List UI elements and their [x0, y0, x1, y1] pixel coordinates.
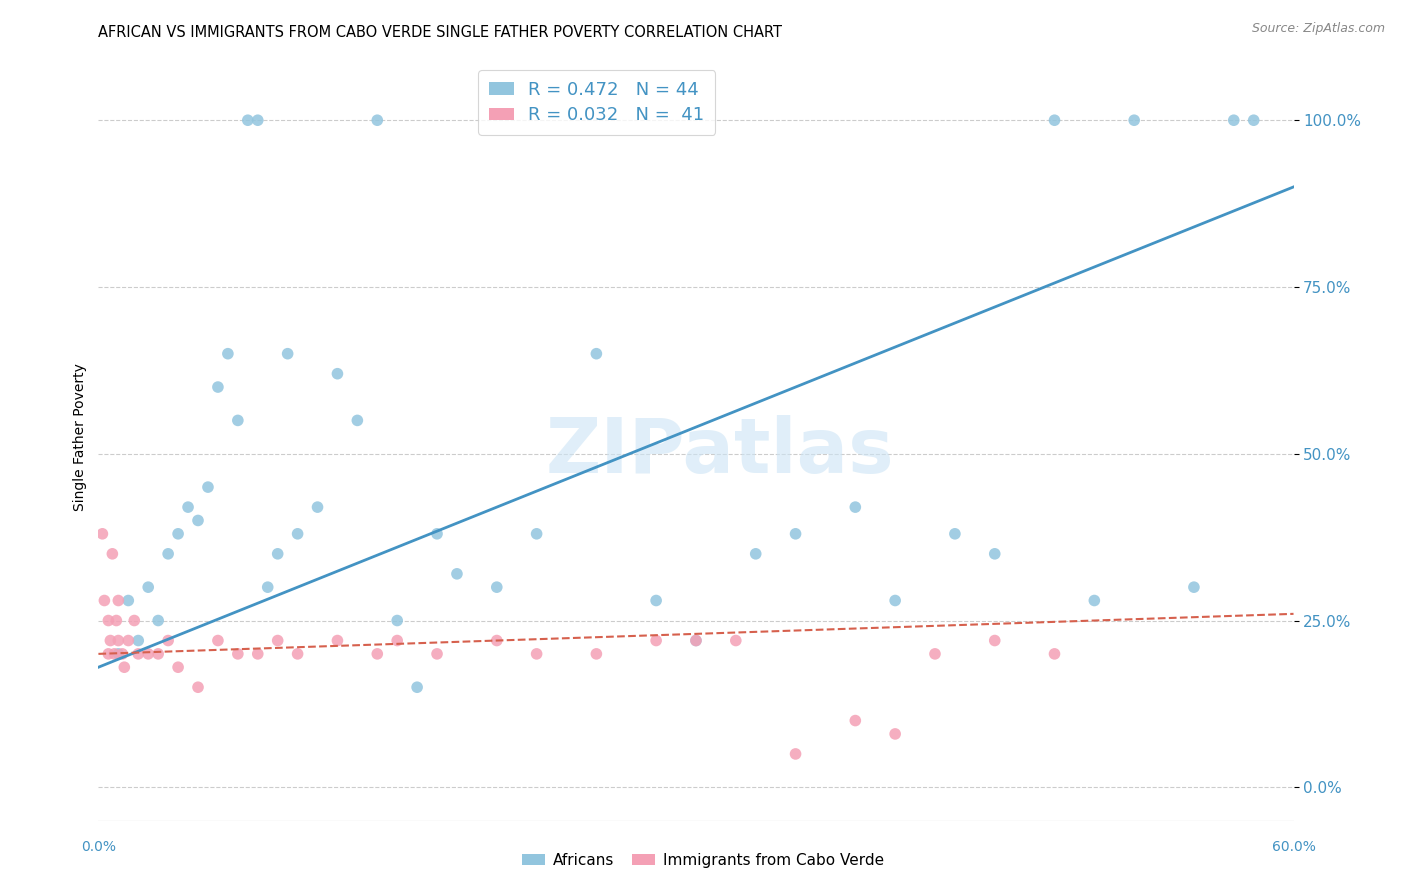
- Point: [924, 647, 946, 661]
- Point: [307, 500, 329, 515]
- Point: [124, 614, 146, 628]
- Point: [267, 633, 290, 648]
- Point: [426, 647, 449, 661]
- Point: [485, 580, 508, 594]
- Point: [1083, 593, 1105, 607]
- Point: [526, 526, 548, 541]
- Point: [287, 647, 309, 661]
- Point: [112, 660, 135, 674]
- Point: [91, 526, 114, 541]
- Point: [127, 633, 149, 648]
- Point: [1043, 647, 1066, 661]
- Point: [117, 633, 139, 648]
- Point: [785, 747, 807, 761]
- Point: [157, 547, 180, 561]
- Point: [585, 647, 607, 661]
- Point: [105, 614, 128, 628]
- Point: [277, 347, 299, 361]
- Point: [943, 526, 966, 541]
- Point: [485, 633, 508, 648]
- Point: [217, 347, 239, 361]
- Point: [177, 500, 200, 515]
- Point: [136, 647, 159, 661]
- Point: [685, 633, 707, 648]
- Point: [167, 660, 190, 674]
- Point: [226, 647, 249, 661]
- Point: [884, 593, 907, 607]
- Point: [366, 647, 388, 661]
- Point: [111, 647, 134, 661]
- Point: [287, 526, 309, 541]
- Point: [107, 647, 129, 661]
- Point: [246, 113, 269, 128]
- Point: [884, 727, 907, 741]
- Point: [97, 614, 120, 628]
- Point: [1182, 580, 1205, 594]
- Point: [1243, 113, 1265, 128]
- Text: 60.0%: 60.0%: [1271, 840, 1316, 855]
- Point: [844, 500, 866, 515]
- Point: [157, 633, 180, 648]
- Point: [346, 413, 368, 427]
- Point: [167, 526, 190, 541]
- Point: [207, 633, 229, 648]
- Point: [844, 714, 866, 728]
- Point: [226, 413, 249, 427]
- Point: [426, 526, 449, 541]
- Point: [246, 647, 269, 661]
- Point: [103, 647, 125, 661]
- Point: [326, 633, 349, 648]
- Point: [724, 633, 747, 648]
- Point: [645, 593, 668, 607]
- Text: 0.0%: 0.0%: [82, 840, 115, 855]
- Point: [1123, 113, 1146, 128]
- Point: [1043, 113, 1066, 128]
- Point: [117, 593, 139, 607]
- Point: [526, 647, 548, 661]
- Point: [101, 547, 124, 561]
- Y-axis label: Single Father Poverty: Single Father Poverty: [73, 363, 87, 511]
- Point: [98, 633, 122, 648]
- Point: [326, 367, 349, 381]
- Point: [267, 547, 290, 561]
- Point: [984, 547, 1007, 561]
- Point: [93, 593, 115, 607]
- Point: [207, 380, 229, 394]
- Point: [585, 347, 607, 361]
- Text: Source: ZipAtlas.com: Source: ZipAtlas.com: [1251, 22, 1385, 36]
- Legend: Africans, Immigrants from Cabo Verde: Africans, Immigrants from Cabo Verde: [516, 847, 890, 873]
- Point: [785, 526, 807, 541]
- Point: [366, 113, 388, 128]
- Point: [127, 647, 149, 661]
- Point: [1223, 113, 1246, 128]
- Point: [984, 633, 1007, 648]
- Legend: R = 0.472   N = 44, R = 0.032   N =  41: R = 0.472 N = 44, R = 0.032 N = 41: [478, 70, 716, 135]
- Point: [148, 614, 170, 628]
- Point: [385, 633, 409, 648]
- Point: [136, 580, 159, 594]
- Point: [745, 547, 768, 561]
- Point: [148, 647, 170, 661]
- Text: AFRICAN VS IMMIGRANTS FROM CABO VERDE SINGLE FATHER POVERTY CORRELATION CHART: AFRICAN VS IMMIGRANTS FROM CABO VERDE SI…: [98, 25, 782, 40]
- Text: ZIPatlas: ZIPatlas: [546, 416, 894, 490]
- Point: [385, 614, 409, 628]
- Point: [107, 633, 129, 648]
- Point: [256, 580, 278, 594]
- Point: [187, 680, 209, 694]
- Point: [97, 647, 120, 661]
- Point: [107, 593, 129, 607]
- Point: [236, 113, 259, 128]
- Point: [197, 480, 219, 494]
- Point: [187, 513, 209, 527]
- Point: [685, 633, 707, 648]
- Point: [446, 566, 468, 581]
- Point: [645, 633, 668, 648]
- Point: [406, 680, 429, 694]
